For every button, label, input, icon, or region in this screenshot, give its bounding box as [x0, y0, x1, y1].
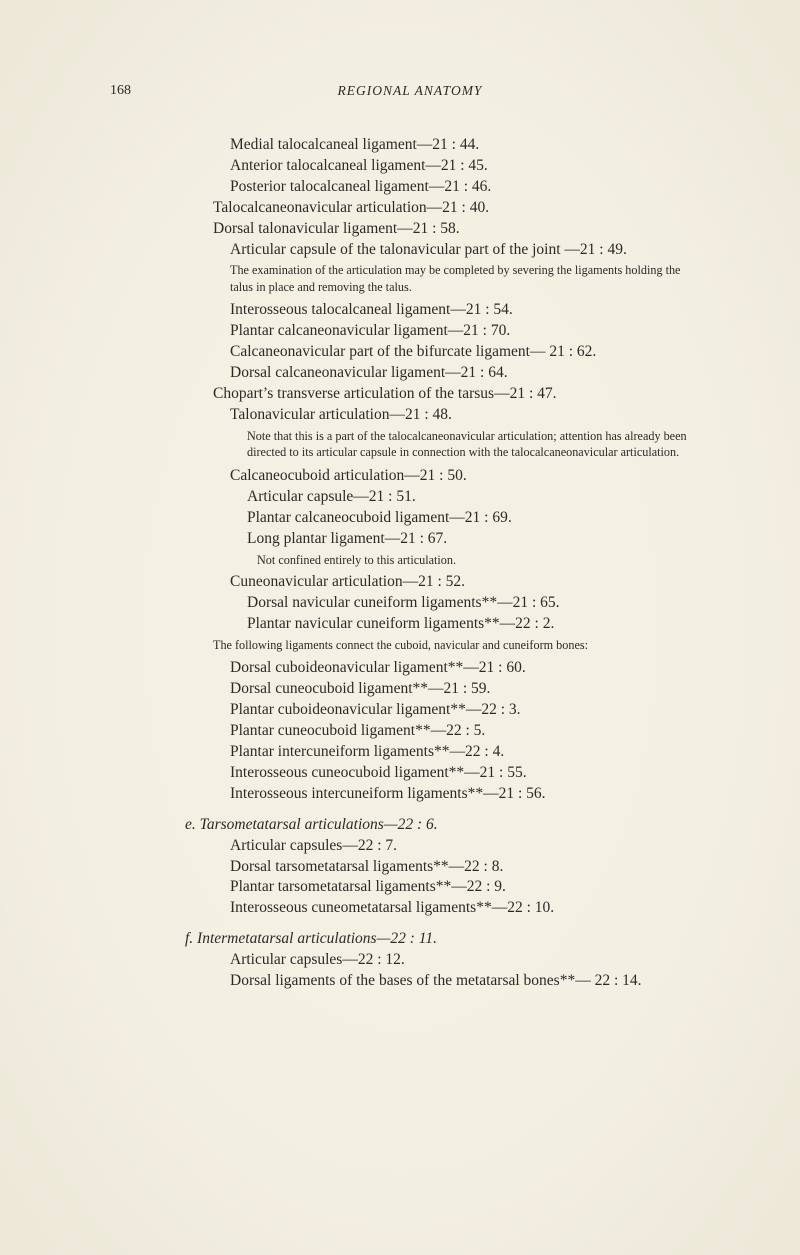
text-line: Articular capsules—22 : 7. — [185, 836, 705, 857]
text-line: Plantar intercuneiform ligaments**—22 : … — [185, 742, 705, 763]
text-line: Posterior talocalcaneal ligament—21 : 46… — [185, 177, 705, 198]
text-line: Plantar tarsometatarsal ligaments**—22 :… — [185, 877, 705, 898]
text-line: Cuneonavicular articulation—21 : 52. — [185, 572, 705, 593]
gap — [185, 805, 705, 815]
text-line: Dorsal cuneocuboid ligament**—21 : 59. — [185, 679, 705, 700]
text-line: Plantar cuneocuboid ligament**—22 : 5. — [185, 721, 705, 742]
running-title: REGIONAL ANATOMY — [160, 82, 660, 101]
text-line: Long plantar ligament—21 : 67. — [185, 529, 705, 550]
book-page: 168 REGIONAL ANATOMY Medial talocalcanea… — [0, 0, 800, 1255]
text-line: Plantar navicular cuneiform ligaments**—… — [185, 614, 705, 635]
text-line: Medial talocalcaneal ligament—21 : 44. — [185, 135, 705, 156]
text-line: Interosseous intercuneiform ligaments**—… — [185, 784, 705, 805]
text-line: Calcaneocuboid articulation—21 : 50. — [185, 466, 705, 487]
small-note: Not confined entirely to this articulati… — [185, 552, 705, 568]
page-number: 168 — [110, 82, 160, 101]
text-line: Anterior talocalcaneal ligament—21 : 45. — [185, 156, 705, 177]
text-line: Calcaneonavicular part of the bifurcate … — [185, 342, 705, 363]
section-heading: e. Tarsometatarsal articulations—22 : 6. — [211, 815, 705, 836]
small-note: Note that this is a part of the talocalc… — [185, 428, 705, 461]
text-line: Dorsal navicular cuneiform ligaments**—2… — [185, 593, 705, 614]
text-line: Dorsal calcaneonavicular ligament—21 : 6… — [185, 363, 705, 384]
text-line: Interosseous talocalcaneal ligament—21 :… — [185, 300, 705, 321]
text-line: Talocalcaneonavicular articulation—21 : … — [185, 198, 705, 219]
text-line: Dorsal talonavicular ligament—21 : 58. — [185, 219, 705, 240]
text-line: Interosseous cuneocuboid ligament**—21 :… — [185, 763, 705, 784]
text-line: Dorsal ligaments of the bases of the met… — [185, 971, 705, 992]
text-line: Plantar cuboideonavicular ligament**—22 … — [185, 700, 705, 721]
gap — [185, 919, 705, 929]
text-line: Articular capsules—22 : 12. — [185, 950, 705, 971]
text-line: Talonavicular articulation—21 : 48. — [185, 405, 705, 426]
page-header: 168 REGIONAL ANATOMY — [110, 82, 710, 101]
text-line: Plantar calcaneocuboid ligament—21 : 69. — [185, 508, 705, 529]
small-note: The following ligaments connect the cubo… — [185, 637, 705, 653]
text-line: Interosseous cuneometatarsal ligaments**… — [185, 898, 705, 919]
text-line: Plantar calcaneonavicular ligament—21 : … — [185, 321, 705, 342]
text-line: Articular capsule—21 : 51. — [185, 487, 705, 508]
header-spacer — [660, 82, 710, 101]
page-content: Medial talocalcaneal ligament—21 : 44. A… — [110, 135, 710, 992]
text-line: Chopart’s transverse articulation of the… — [185, 384, 705, 405]
text-line: Dorsal tarsometatarsal ligaments**—22 : … — [185, 857, 705, 878]
section-heading: f. Intermetatarsal articulations—22 : 11… — [211, 929, 705, 950]
small-note: The examination of the articulation may … — [185, 262, 705, 295]
text-line: Articular capsule of the talonavicular p… — [185, 240, 705, 261]
text-line: Dorsal cuboideonavicular ligament**—21 :… — [185, 658, 705, 679]
